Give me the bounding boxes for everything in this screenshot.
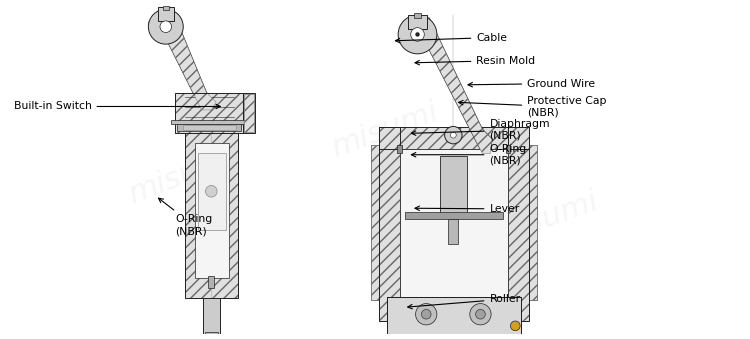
Text: Roller: Roller — [408, 294, 520, 309]
Bar — [243, 93, 255, 133]
Bar — [205, 332, 218, 339]
Bar — [195, 143, 229, 278]
Bar — [414, 13, 422, 18]
Bar — [379, 127, 529, 149]
Bar — [379, 127, 400, 321]
Text: Built-in Switch: Built-in Switch — [13, 101, 220, 112]
Circle shape — [208, 337, 215, 339]
Bar — [440, 156, 467, 215]
Bar — [244, 94, 254, 132]
Bar — [171, 120, 248, 123]
Circle shape — [511, 321, 520, 331]
Bar — [176, 93, 243, 133]
Bar — [386, 297, 521, 339]
Text: Lever: Lever — [415, 204, 520, 214]
Bar — [448, 219, 458, 243]
Circle shape — [476, 310, 485, 319]
Bar — [185, 133, 238, 298]
Bar — [183, 125, 236, 130]
Circle shape — [398, 15, 437, 54]
Polygon shape — [405, 18, 492, 154]
Text: O-Ring
(NBR): O-Ring (NBR) — [158, 198, 212, 236]
Bar — [185, 133, 238, 298]
Text: Cable: Cable — [395, 33, 507, 43]
Bar — [386, 297, 521, 339]
Bar — [198, 153, 226, 230]
Bar — [163, 6, 169, 10]
Circle shape — [206, 185, 217, 197]
Bar — [176, 93, 243, 133]
Text: Ground Wire: Ground Wire — [468, 79, 596, 88]
Bar — [529, 145, 536, 300]
Text: misumi: misumi — [488, 186, 603, 252]
Circle shape — [451, 132, 456, 138]
Text: Protective Cap
(NBR): Protective Cap (NBR) — [458, 96, 607, 118]
Bar — [408, 15, 428, 28]
Text: O-Ring
(NBR): O-Ring (NBR) — [411, 144, 526, 165]
Circle shape — [422, 310, 431, 319]
Bar — [400, 149, 508, 321]
Bar — [379, 127, 529, 149]
Bar — [371, 145, 379, 300]
Bar — [202, 298, 220, 337]
Bar — [508, 127, 529, 321]
Bar — [398, 145, 402, 153]
Bar — [405, 212, 502, 219]
Bar — [371, 145, 379, 300]
Bar — [379, 127, 400, 321]
Text: misumi: misumi — [124, 143, 240, 209]
Circle shape — [470, 304, 491, 325]
Polygon shape — [405, 18, 492, 154]
Circle shape — [411, 28, 424, 41]
Bar — [529, 145, 536, 300]
Circle shape — [148, 9, 183, 44]
Circle shape — [416, 304, 437, 325]
Circle shape — [416, 33, 419, 36]
Text: Resin Mold: Resin Mold — [415, 56, 536, 65]
Bar — [178, 123, 242, 131]
Polygon shape — [148, 10, 216, 110]
Bar — [508, 127, 529, 321]
Text: misumi: misumi — [328, 97, 443, 163]
Bar — [158, 7, 173, 21]
Polygon shape — [148, 10, 216, 110]
Bar — [506, 145, 511, 153]
Text: Diaphragm
(NBR): Diaphragm (NBR) — [411, 119, 550, 141]
Circle shape — [160, 21, 172, 33]
Bar — [209, 277, 214, 288]
Circle shape — [445, 126, 462, 144]
